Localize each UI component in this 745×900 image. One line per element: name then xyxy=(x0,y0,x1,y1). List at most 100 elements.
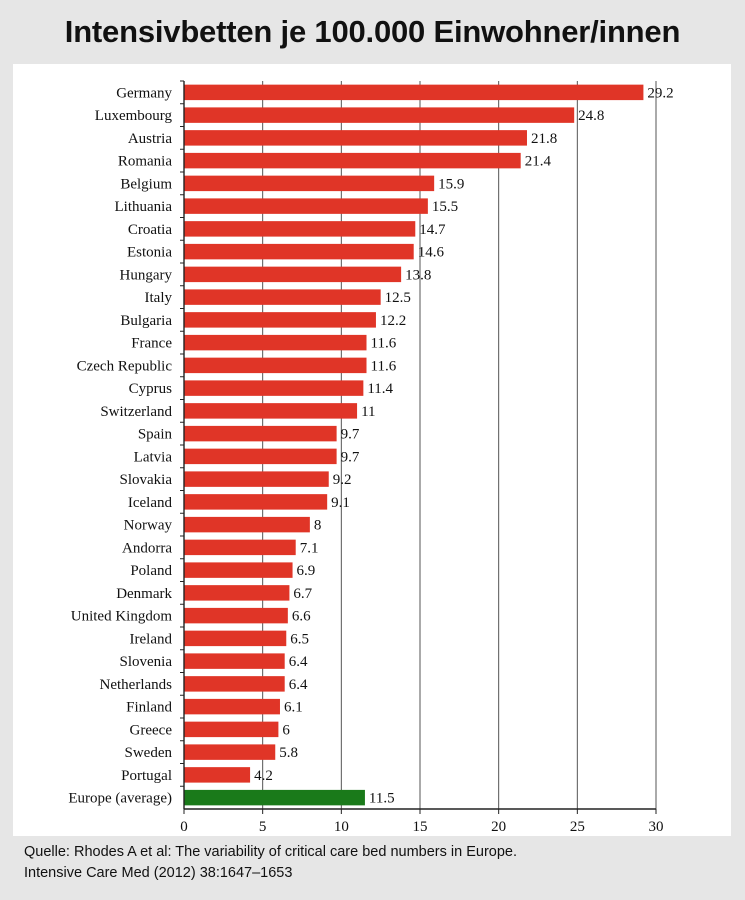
category-label-14: Switzerland xyxy=(100,404,172,420)
category-label-13: Cyprus xyxy=(129,381,173,397)
bar-5 xyxy=(184,198,428,214)
value-label-2: 21.8 xyxy=(531,131,557,147)
bar-30 xyxy=(184,767,251,783)
bar-2 xyxy=(184,130,527,146)
bar-23 xyxy=(184,607,288,624)
bar-7 xyxy=(184,243,414,260)
value-label-15: 9.7 xyxy=(341,427,360,443)
value-label-17: 9.2 xyxy=(333,472,352,488)
category-label-1: Luxembourg xyxy=(95,108,173,124)
bar-9 xyxy=(184,289,381,305)
x-tick-label-5: 25 xyxy=(570,819,585,835)
category-label-7: Estonia xyxy=(127,245,172,261)
value-label-1: 24.8 xyxy=(578,108,604,124)
category-label-9: Italy xyxy=(145,290,173,306)
value-label-24: 6.5 xyxy=(290,631,309,647)
bar-26 xyxy=(184,676,285,692)
category-label-10: Bulgaria xyxy=(120,313,172,329)
bar-31 xyxy=(184,789,365,806)
category-label-30: Portugal xyxy=(121,768,172,784)
value-label-9: 12.5 xyxy=(385,290,411,306)
bar-21 xyxy=(184,562,293,578)
category-label-28: Greece xyxy=(130,722,173,738)
value-label-3: 21.4 xyxy=(525,154,552,170)
category-label-27: Finland xyxy=(126,700,172,716)
category-label-15: Spain xyxy=(138,427,173,443)
value-label-29: 5.8 xyxy=(279,745,298,761)
bar-18 xyxy=(184,494,328,510)
bar-27 xyxy=(184,698,280,715)
bar-14 xyxy=(184,403,358,419)
bar-24 xyxy=(184,630,287,647)
category-label-4: Belgium xyxy=(120,176,172,192)
value-label-21: 6.9 xyxy=(297,563,316,579)
value-label-11: 11.6 xyxy=(371,336,397,352)
x-tick-label-0: 0 xyxy=(180,819,188,835)
bar-12 xyxy=(184,357,367,374)
value-label-19: 8 xyxy=(314,518,322,534)
category-label-2: Austria xyxy=(128,131,173,147)
category-label-12: Czech Republic xyxy=(77,358,173,374)
x-tick-label-6: 30 xyxy=(649,819,664,835)
value-label-6: 14.7 xyxy=(419,222,446,238)
value-label-25: 6.4 xyxy=(289,654,308,670)
x-tick-label-1: 5 xyxy=(259,819,267,835)
bar-1 xyxy=(184,107,575,123)
bar-20 xyxy=(184,539,296,556)
category-label-16: Latvia xyxy=(134,449,173,465)
value-label-0: 29.2 xyxy=(647,85,673,101)
category-label-19: Norway xyxy=(124,518,173,534)
bar-11 xyxy=(184,334,367,351)
x-tick-label-4: 20 xyxy=(491,819,506,835)
bar-10 xyxy=(184,312,376,328)
value-label-22: 6.7 xyxy=(293,586,312,602)
bar-19 xyxy=(184,516,310,533)
category-label-29: Sweden xyxy=(125,745,173,761)
category-label-23: United Kingdom xyxy=(71,609,173,625)
value-label-13: 11.4 xyxy=(367,381,393,397)
category-label-18: Iceland xyxy=(128,495,173,511)
category-label-26: Netherlands xyxy=(100,677,173,693)
bar-3 xyxy=(184,152,521,169)
value-label-30: 4.2 xyxy=(254,768,273,784)
value-label-8: 13.8 xyxy=(405,267,431,283)
bar-chart: Germany 29.2 Luxembourg 24.8 Austria 21.8 Roma… xyxy=(68,80,674,835)
bar-29 xyxy=(184,744,276,760)
value-label-7: 14.6 xyxy=(418,245,445,261)
bar-13 xyxy=(184,380,364,396)
category-label-25: Slovenia xyxy=(120,654,173,670)
source-line-1: Quelle: Rhodes A et al: The variability … xyxy=(24,844,517,860)
bar-25 xyxy=(184,653,285,669)
value-label-18: 9.1 xyxy=(331,495,350,511)
value-label-28: 6 xyxy=(282,722,290,738)
category-label-17: Slovakia xyxy=(120,472,173,488)
category-label-24: Ireland xyxy=(130,631,173,647)
category-label-21: Poland xyxy=(130,563,172,579)
value-label-16: 9.7 xyxy=(341,449,360,465)
value-label-31: 11.5 xyxy=(369,791,395,807)
value-label-10: 12.2 xyxy=(380,313,406,329)
category-label-11: France xyxy=(131,336,172,352)
bar-15 xyxy=(184,425,337,442)
bar-17 xyxy=(184,471,329,487)
category-label-8: Hungary xyxy=(120,267,173,283)
source-citation: Quelle: Rhodes A et al: The variability … xyxy=(24,842,517,884)
bar-6 xyxy=(184,221,416,237)
category-label-5: Lithuania xyxy=(115,199,173,215)
chart-title: Intensivbetten je 100.000 Einwohner/inne… xyxy=(64,14,681,49)
value-label-14: 11 xyxy=(361,404,375,420)
bar-28 xyxy=(184,721,279,738)
x-tick-label-2: 10 xyxy=(334,819,349,835)
value-label-23: 6.6 xyxy=(292,609,311,625)
bar-22 xyxy=(184,585,290,601)
bar-0 xyxy=(184,84,644,101)
category-label-20: Andorra xyxy=(122,540,172,556)
value-label-4: 15.9 xyxy=(438,176,464,192)
value-label-20: 7.1 xyxy=(300,540,319,556)
source-line-2: Intensive Care Med (2012) 38:1647–1653 xyxy=(24,865,293,881)
category-label-6: Croatia xyxy=(128,222,172,238)
bar-8 xyxy=(184,266,402,283)
value-label-27: 6.1 xyxy=(284,700,303,716)
category-label-3: Romania xyxy=(118,154,172,170)
category-label-22: Denmark xyxy=(116,586,172,602)
